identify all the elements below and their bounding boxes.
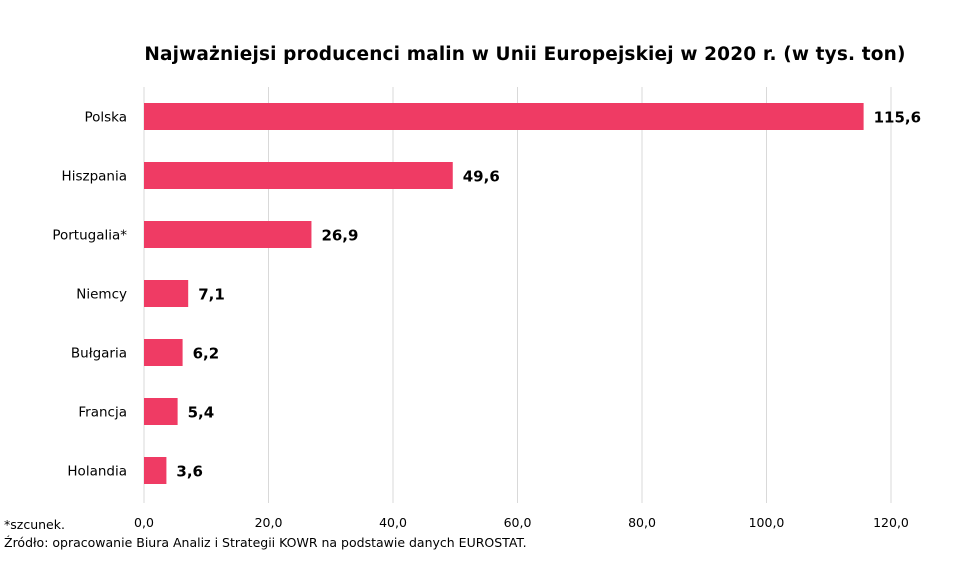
bar bbox=[144, 457, 167, 484]
data-label: 6,2 bbox=[193, 345, 220, 363]
bar bbox=[144, 339, 183, 366]
category-label: Polska bbox=[84, 110, 127, 126]
chart-title: Najważniejsi producenci malin w Unii Eur… bbox=[144, 44, 906, 65]
bar bbox=[144, 162, 453, 189]
x-tick-label: 20,0 bbox=[255, 515, 283, 530]
bars bbox=[144, 103, 864, 484]
data-label: 115,6 bbox=[874, 109, 921, 127]
category-label: Niemcy bbox=[76, 287, 127, 303]
bar bbox=[144, 280, 189, 307]
bar bbox=[144, 103, 864, 130]
x-tick-label: 100,0 bbox=[749, 515, 785, 530]
footnote-estimate: *szcunek. bbox=[4, 517, 65, 532]
x-tick-label: 80,0 bbox=[628, 515, 656, 530]
category-label: Holandia bbox=[67, 464, 127, 480]
footnote-source: Źródło: opracowanie Biura Analiz i Strat… bbox=[4, 535, 527, 550]
gridlines bbox=[143, 87, 892, 503]
category-label: Francja bbox=[78, 405, 127, 421]
category-label: Bułgaria bbox=[71, 346, 127, 362]
x-tick-label: 40,0 bbox=[379, 515, 407, 530]
labels: 0,0 20,0 40,0 60,0 80,0 100,0 120,0 Polska 115,6… bbox=[52, 109, 921, 531]
category-label: Hiszpania bbox=[62, 169, 127, 185]
x-tick-label: 0,0 bbox=[134, 515, 154, 530]
data-label: 7,1 bbox=[198, 286, 225, 304]
x-tick-label: 120,0 bbox=[873, 515, 909, 530]
x-tick-label: 60,0 bbox=[504, 515, 532, 530]
bar bbox=[144, 221, 312, 248]
data-label: 5,4 bbox=[188, 404, 215, 422]
category-label: Portugalia* bbox=[52, 228, 127, 244]
bar bbox=[144, 398, 178, 425]
data-label: 3,6 bbox=[176, 463, 203, 481]
data-label: 49,6 bbox=[463, 168, 500, 186]
data-label: 26,9 bbox=[321, 227, 358, 245]
